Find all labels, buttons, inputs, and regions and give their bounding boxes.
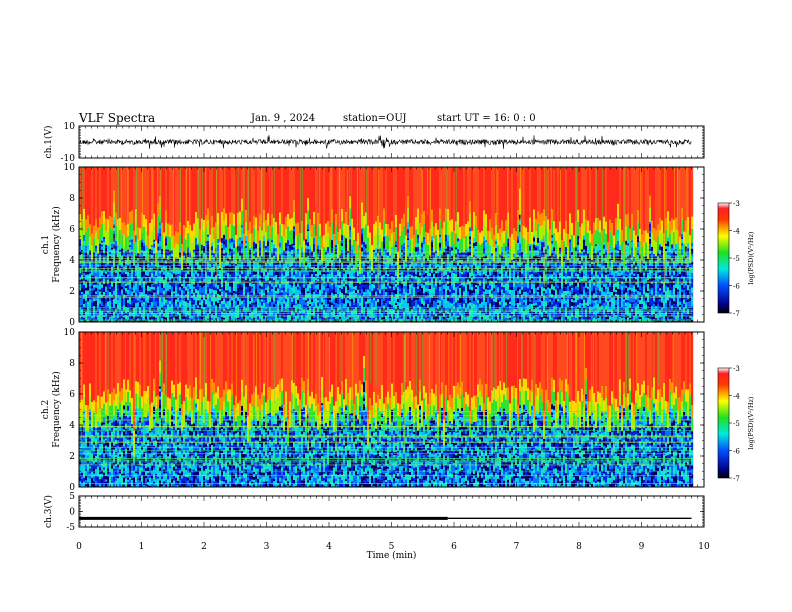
ch2-spectrogram-colorbar-label: log(PSD)(V²/Hz) <box>747 396 755 449</box>
start-time-label: start UT = 16: 0 : 0 <box>437 113 536 124</box>
ch1-spectrogram-colorbar-tick: -4 <box>733 228 740 236</box>
x-tick-label: 10 <box>698 542 710 552</box>
x-tick-label: 7 <box>514 542 520 552</box>
ch1-waveform-y-tick-label: 10 <box>64 122 76 132</box>
ch2-spectrogram-colorbar-tick: -6 <box>733 448 740 456</box>
ch1-spectrogram-y-tick-label: 6 <box>69 225 75 235</box>
ch3-signal-y-tick-label: 0 <box>69 508 75 518</box>
ch2-spectrogram-colorbar-tick: -5 <box>733 420 740 428</box>
x-tick-label: 0 <box>76 542 82 552</box>
ch1-spectrogram-colorbar-tick: -3 <box>733 200 740 208</box>
ch2-spectrogram-colorbar-tick: -7 <box>733 475 740 483</box>
ch1-waveform-line <box>78 135 692 150</box>
x-tick-label: 4 <box>326 542 332 552</box>
ch1-spectrogram-y-tick-label: 0 <box>69 318 75 328</box>
x-tick-label: 9 <box>639 542 645 552</box>
ch1-spectrogram-y-tick-label: 10 <box>64 163 76 173</box>
ch2-spectrogram-image <box>79 332 694 487</box>
ch3-signal-ylabel: ch.3(V) <box>43 495 54 528</box>
ch1-spectrogram-ylabel: ch.1Frequency (kHz) <box>41 206 62 283</box>
ch1-spectrogram-y-tick-label: 4 <box>69 256 75 266</box>
ch3-signal-y-tick-label: -5 <box>66 523 75 533</box>
date-label: Jan. 9 , 2024 <box>251 113 316 124</box>
chart-title: VLF Spectra <box>79 111 156 125</box>
ch2-spectrogram-colorbar-tick: -3 <box>733 365 740 373</box>
station-label: station=OUJ <box>343 113 407 124</box>
ch2-spectrogram-y-tick-label: 6 <box>69 390 75 400</box>
ch1-spectrogram-y-tick-label: 2 <box>69 287 75 297</box>
ch2-spectrogram-ylabel: ch.2Frequency (kHz) <box>41 371 62 448</box>
ch2-spectrogram-y-tick-label: 0 <box>69 483 75 493</box>
x-tick-label: 5 <box>389 542 395 552</box>
x-tick-label: 2 <box>201 542 207 552</box>
ch1-spectrogram-colorbar-tick: -5 <box>733 255 740 263</box>
x-tick-label: 3 <box>264 542 270 552</box>
x-tick-label: 6 <box>451 542 457 552</box>
ch1-spectrogram-y-tick-label: 8 <box>69 194 75 204</box>
ch2-spectrogram-y-tick-label: 2 <box>69 452 75 462</box>
ch1-spectrogram-colorbar-label: log(PSD)(V²/Hz) <box>747 231 755 284</box>
x-tick-label: 1 <box>139 542 145 552</box>
ch1-waveform-ylabel: ch.1(V) <box>43 126 54 159</box>
ch1-spectrogram-image <box>79 167 694 322</box>
ch2-spectrogram-y-tick-label: 4 <box>69 421 75 431</box>
ch1-spectrogram-colorbar-tick: -7 <box>733 310 740 318</box>
ch2-spectrogram-colorbar <box>717 367 730 479</box>
ch1-spectrogram-colorbar <box>717 202 730 314</box>
x-tick-label: 8 <box>576 542 582 552</box>
ch1-spectrogram-colorbar-tick: -6 <box>733 283 740 291</box>
ch2-spectrogram-colorbar-tick: -4 <box>733 393 740 401</box>
ch3-signal-y-tick-label: 5 <box>69 492 75 502</box>
x-axis-label: Time (min) <box>367 550 417 561</box>
ch2-spectrogram-y-tick-label: 10 <box>64 328 76 338</box>
ch2-spectrogram-y-tick-label: 8 <box>69 359 75 369</box>
ch1-waveform-y-tick-label: -10 <box>61 154 76 164</box>
